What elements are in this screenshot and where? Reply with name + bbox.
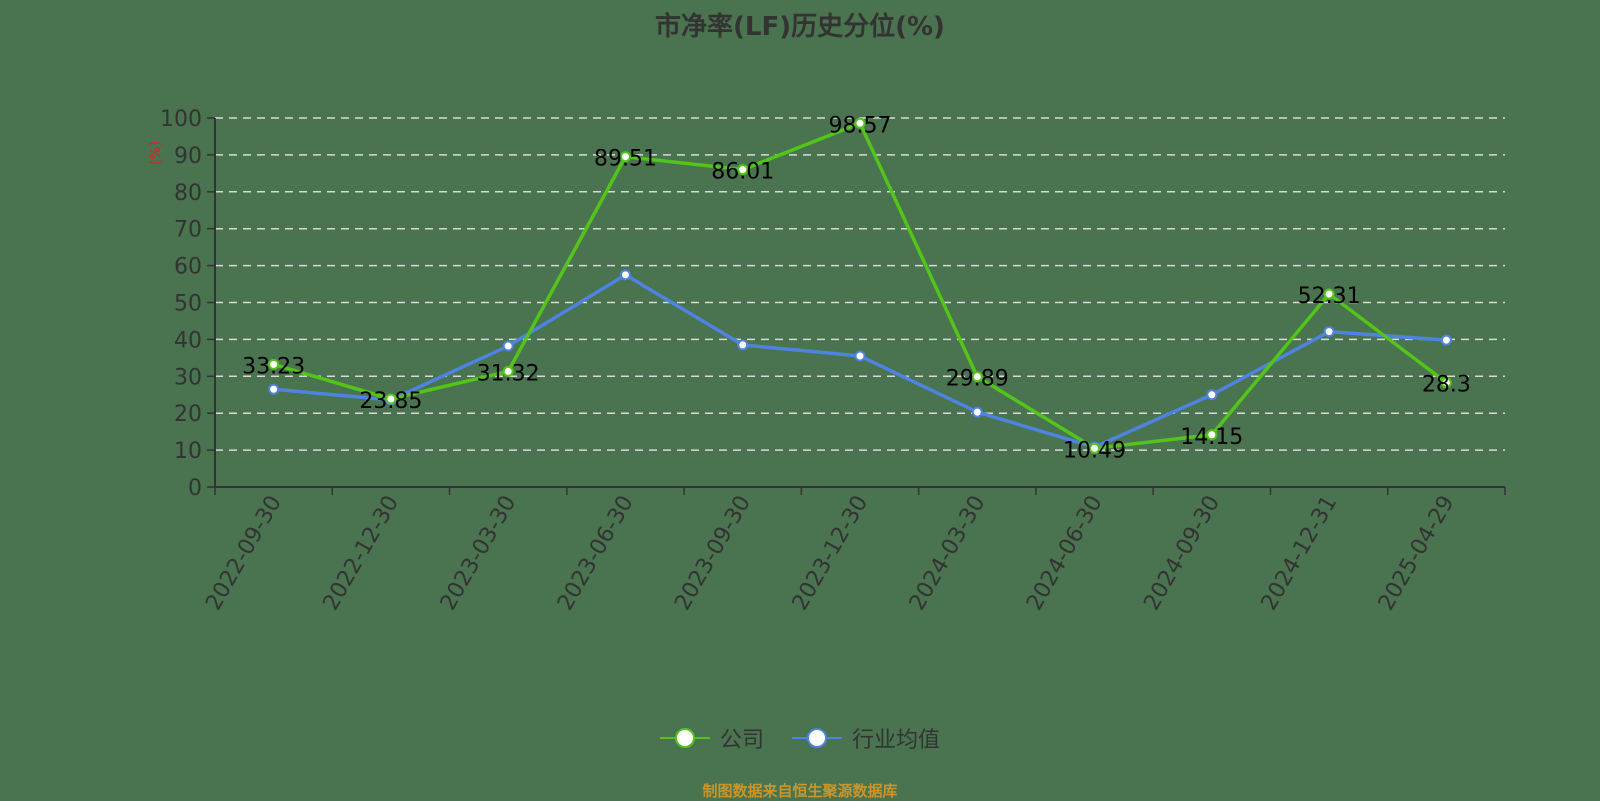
series-line bbox=[273, 121, 1448, 451]
data-point[interactable] bbox=[854, 350, 866, 362]
y-tick-label: 0 bbox=[188, 476, 202, 501]
data-point[interactable] bbox=[1323, 288, 1335, 300]
data-point[interactable] bbox=[1323, 326, 1335, 338]
y-tick-label: 80 bbox=[174, 181, 202, 206]
legend-marker-industry-icon bbox=[792, 728, 842, 748]
data-point[interactable] bbox=[268, 358, 280, 370]
data-label: 14.15 bbox=[1180, 425, 1243, 450]
legend-marker-company-icon bbox=[659, 728, 710, 748]
data-point[interactable] bbox=[619, 151, 631, 163]
x-tick-label: 2022-12-30 bbox=[319, 492, 405, 615]
data-label: 86.01 bbox=[711, 160, 774, 185]
y-tick-label: 60 bbox=[174, 255, 202, 280]
data-point[interactable] bbox=[619, 269, 631, 281]
y-tick-label: 50 bbox=[174, 292, 202, 317]
legend-label-company: 公司 bbox=[719, 728, 764, 753]
data-label: 23.85 bbox=[359, 389, 422, 414]
source-note: 制图数据来自恒生聚源数据库 bbox=[702, 782, 898, 800]
data-point[interactable] bbox=[1440, 334, 1452, 346]
data-label: 10.49 bbox=[1063, 438, 1126, 463]
data-label: 98.57 bbox=[829, 113, 892, 138]
data-point[interactable] bbox=[737, 339, 749, 351]
x-tick-label: 2024-06-30 bbox=[1022, 492, 1108, 615]
data-point[interactable] bbox=[1440, 377, 1452, 389]
y-tick-label: 10 bbox=[174, 439, 202, 464]
y-tick-label: 90 bbox=[174, 144, 202, 169]
legend: 公司 行业均值 bbox=[0, 722, 1600, 754]
data-label: 31.32 bbox=[477, 361, 540, 386]
data-point[interactable] bbox=[971, 406, 983, 418]
data-label: 52.31 bbox=[1298, 284, 1361, 309]
data-label: 33.23 bbox=[242, 354, 305, 379]
y-tick-label: 20 bbox=[174, 402, 202, 427]
x-tick-label: 2023-06-30 bbox=[553, 492, 639, 615]
x-tick-label: 2024-12-31 bbox=[1257, 492, 1343, 615]
x-tick-label: 2023-12-30 bbox=[788, 492, 874, 615]
x-tick-label: 2024-03-30 bbox=[905, 492, 991, 615]
data-point[interactable] bbox=[1089, 442, 1101, 454]
data-point[interactable] bbox=[385, 393, 397, 405]
chart-title: 市净率(LF)历史分位(%) bbox=[655, 12, 945, 42]
x-tick-label: 2023-09-30 bbox=[670, 492, 756, 615]
data-point[interactable] bbox=[1206, 389, 1218, 401]
x-tick-label: 2024-09-30 bbox=[1139, 492, 1225, 615]
data-label: 89.51 bbox=[594, 147, 657, 172]
data-point[interactable] bbox=[268, 383, 280, 395]
data-point[interactable] bbox=[737, 164, 749, 176]
x-tick-label: 2023-03-30 bbox=[436, 492, 522, 615]
data-label: 28.3 bbox=[1422, 373, 1471, 398]
legend-item-industry-avg[interactable]: 行业均值 bbox=[792, 722, 940, 754]
data-point[interactable] bbox=[1206, 429, 1218, 441]
legend-item-company[interactable]: 公司 bbox=[659, 722, 764, 754]
data-point[interactable] bbox=[502, 340, 514, 352]
y-axis-unit-label: (%) bbox=[148, 141, 164, 165]
x-tick-label: 2025-04-29 bbox=[1374, 492, 1460, 615]
legend-label-industry-avg: 行业均值 bbox=[852, 728, 941, 753]
x-tick-label: 2022-09-30 bbox=[201, 492, 287, 615]
line-chart: 0 10 20 30 40 50 60 70 80 90 100 (%) 2022-09-30 2022-… bbox=[148, 107, 1506, 615]
data-point[interactable] bbox=[502, 365, 514, 377]
data-label: 29.89 bbox=[946, 367, 1009, 392]
data-point[interactable] bbox=[854, 117, 866, 129]
data-point[interactable] bbox=[971, 371, 983, 383]
y-tick-label: 30 bbox=[174, 365, 202, 390]
y-tick-label: 100 bbox=[160, 107, 202, 132]
y-tick-label: 70 bbox=[174, 218, 202, 243]
y-tick-label: 40 bbox=[174, 328, 202, 353]
